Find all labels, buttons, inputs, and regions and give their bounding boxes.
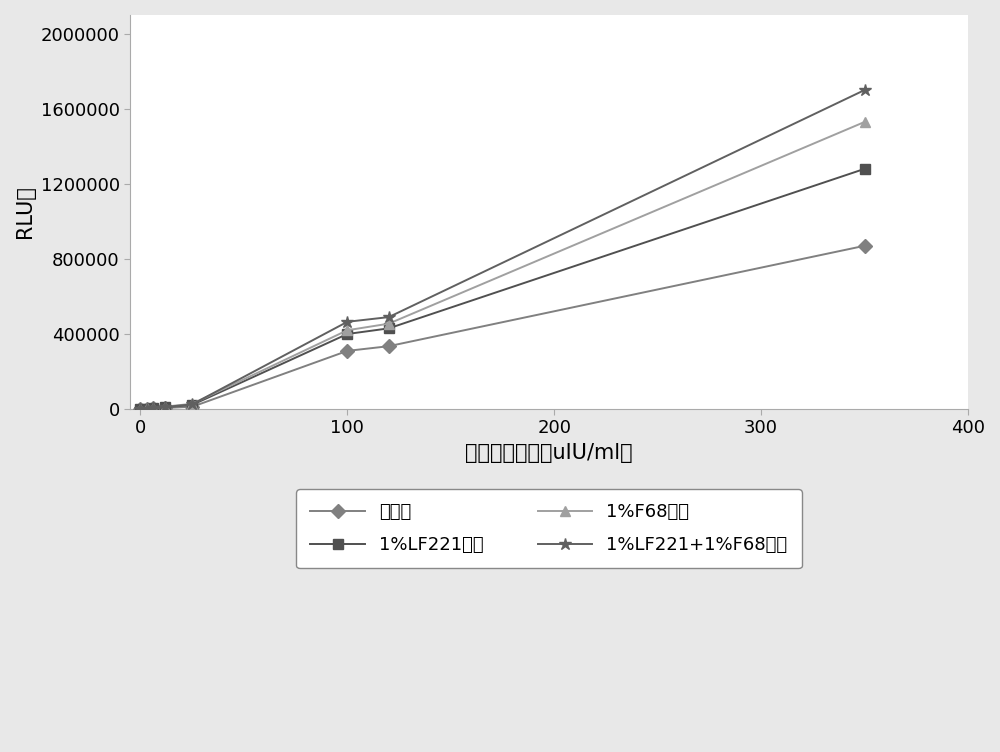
1%LF221+1%F68处理 xyxy=(341,317,353,326)
1%F68处理 xyxy=(859,117,871,126)
1%F68处理 xyxy=(147,403,159,412)
1%F68处理 xyxy=(341,326,353,335)
无处理 xyxy=(859,241,871,250)
无处理 xyxy=(341,347,353,356)
无处理 xyxy=(159,403,171,412)
1%LF221处理 xyxy=(383,324,395,333)
Legend: 无处理, 1%LF221处理, 1%F68处理, 1%LF221+1%F68处理: 无处理, 1%LF221处理, 1%F68处理, 1%LF221+1%F68处理 xyxy=(296,489,802,569)
1%LF221处理 xyxy=(341,329,353,338)
1%F68处理 xyxy=(134,405,146,414)
Line: 1%LF221处理: 1%LF221处理 xyxy=(136,164,869,414)
1%LF221处理 xyxy=(141,404,153,413)
X-axis label: 胰岛素浓度値（uIU/ml）: 胰岛素浓度値（uIU/ml） xyxy=(465,443,633,463)
1%F68处理 xyxy=(141,404,153,413)
Line: 1%F68处理: 1%F68处理 xyxy=(136,117,869,414)
1%LF221+1%F68处理 xyxy=(141,404,153,413)
1%LF221+1%F68处理 xyxy=(147,404,159,413)
无处理 xyxy=(383,341,395,350)
无处理 xyxy=(186,402,198,411)
1%LF221+1%F68处理 xyxy=(134,405,146,414)
1%LF221处理 xyxy=(859,165,871,174)
无处理 xyxy=(147,404,159,413)
1%LF221+1%F68处理 xyxy=(383,313,395,322)
无处理 xyxy=(134,405,146,414)
Line: 无处理: 无处理 xyxy=(136,241,869,414)
1%LF221+1%F68处理 xyxy=(159,402,171,411)
1%F68处理 xyxy=(186,399,198,408)
Line: 1%LF221+1%F68处理: 1%LF221+1%F68处理 xyxy=(134,83,871,415)
1%LF221处理 xyxy=(147,404,159,413)
1%LF221处理 xyxy=(159,402,171,411)
Y-axis label: RLU値: RLU値 xyxy=(15,186,35,238)
1%F68处理 xyxy=(383,319,395,328)
1%LF221处理 xyxy=(134,405,146,414)
1%LF221处理 xyxy=(186,400,198,409)
1%F68处理 xyxy=(159,402,171,411)
无处理 xyxy=(141,405,153,414)
1%LF221+1%F68处理 xyxy=(186,400,198,409)
1%LF221+1%F68处理 xyxy=(859,86,871,95)
